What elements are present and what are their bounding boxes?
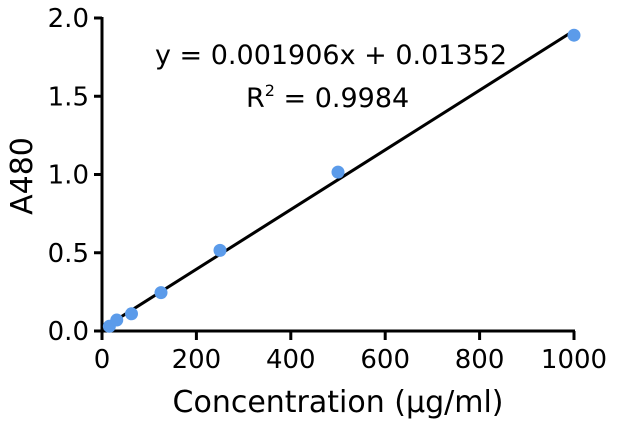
x-tick-label: 200 — [172, 345, 222, 375]
data-point — [154, 286, 168, 300]
r2-superscript: 2 — [265, 81, 275, 100]
y-tick-label: 1.0 — [48, 161, 89, 191]
r2-label: R — [246, 83, 265, 114]
x-tick-label: 600 — [360, 345, 410, 375]
data-point — [125, 307, 138, 321]
y-ticks: 0.0 0.5 1.0 1.5 2.0 — [48, 4, 102, 347]
equation-annotation: y = 0.001906x + 0.01352 — [155, 40, 507, 71]
y-tick-label: 0.0 — [48, 317, 89, 347]
data-point — [567, 28, 581, 42]
y-axis-title: A480 — [5, 137, 40, 215]
x-ticks: 0 200 400 600 800 1000 — [94, 331, 607, 375]
y-tick-label: 0.5 — [48, 239, 89, 269]
data-points — [102, 28, 581, 333]
r-squared-annotation: R2 = 0.9984 — [246, 81, 409, 114]
x-tick-label: 400 — [266, 345, 316, 375]
x-tick-label: 800 — [455, 345, 505, 375]
x-axis-title: Concentration (µg/ml) — [173, 385, 504, 420]
x-tick-label: 1000 — [541, 345, 607, 375]
y-tick-label: 1.5 — [48, 82, 89, 112]
data-point — [331, 165, 345, 179]
y-tick-label: 2.0 — [48, 4, 89, 34]
r2-value: = 0.9984 — [275, 83, 409, 114]
data-point — [213, 243, 227, 257]
x-tick-label: 0 — [94, 345, 111, 375]
data-point — [110, 313, 124, 327]
